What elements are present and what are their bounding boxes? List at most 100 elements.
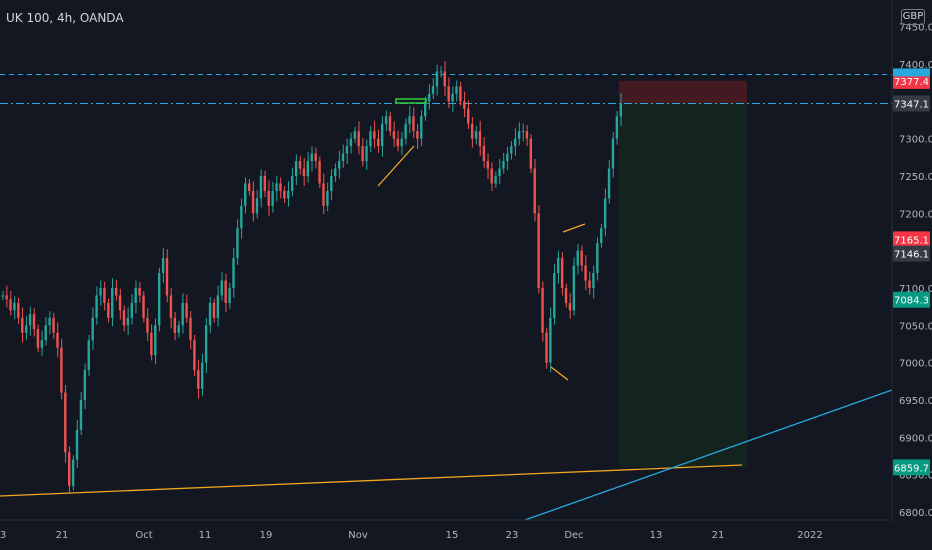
candle-body bbox=[251, 190, 255, 214]
candle-body bbox=[615, 116, 619, 139]
chart-title: UK 100, 4h, OANDA bbox=[6, 11, 124, 25]
candle-body bbox=[197, 370, 200, 389]
orange-segment[interactable] bbox=[550, 366, 569, 381]
price-label-bg bbox=[893, 95, 930, 112]
candle-body bbox=[318, 161, 321, 184]
candle-body bbox=[255, 198, 259, 214]
candle-body bbox=[588, 280, 591, 288]
candle-body bbox=[87, 340, 90, 371]
candle-body bbox=[173, 317, 177, 333]
take-profit-zone[interactable] bbox=[619, 103, 747, 468]
candle-body bbox=[510, 146, 513, 154]
candle-body bbox=[349, 138, 353, 147]
candle-body bbox=[232, 258, 235, 288]
x-tick-label: 13 bbox=[650, 530, 663, 541]
stop-loss-zone[interactable] bbox=[619, 80, 747, 104]
price-series bbox=[1, 61, 622, 494]
candle-body bbox=[384, 116, 388, 124]
y-tick-label: 7450.0 bbox=[899, 23, 932, 34]
y-tick-label: 7200.0 bbox=[899, 209, 932, 220]
candle-body bbox=[154, 325, 157, 356]
line-marker bbox=[893, 68, 930, 77]
candle-body bbox=[517, 131, 521, 139]
rising-trendline[interactable] bbox=[524, 389, 893, 521]
candle-body bbox=[142, 295, 145, 318]
candle-body bbox=[392, 131, 396, 139]
orange-segment[interactable] bbox=[562, 223, 586, 233]
price-axis-bg bbox=[892, 0, 932, 550]
candle-body bbox=[439, 71, 443, 73]
candle-body bbox=[287, 190, 290, 199]
candle-body bbox=[111, 288, 114, 318]
candle-body bbox=[60, 347, 63, 393]
price-label-bg bbox=[893, 72, 930, 89]
candle-body bbox=[572, 265, 576, 311]
candle-body bbox=[13, 302, 16, 311]
currency-badge[interactable]: GBP bbox=[901, 9, 925, 25]
price-label-bg bbox=[893, 291, 930, 308]
candle-body bbox=[541, 288, 544, 333]
position-tool[interactable] bbox=[619, 80, 747, 468]
candle-body bbox=[549, 317, 552, 363]
candle-body bbox=[486, 161, 489, 169]
time-axis[interactable]: 3 21 Oct 11 19 Nov 15 23 Dec 13 21 2022 bbox=[0, 519, 892, 541]
candle-body bbox=[216, 295, 220, 318]
candle-body bbox=[326, 190, 329, 206]
candle-body bbox=[314, 153, 317, 162]
x-tick-label: Dec bbox=[564, 530, 583, 541]
candle-body bbox=[388, 116, 392, 132]
candle-body bbox=[290, 176, 294, 191]
candle-body bbox=[619, 103, 622, 117]
x-tick-label: Oct bbox=[135, 530, 152, 541]
candle-body bbox=[68, 452, 71, 486]
candle-body bbox=[244, 183, 247, 206]
candle-body bbox=[130, 302, 134, 318]
y-tick-label: 6850.0 bbox=[899, 471, 932, 482]
candle-body bbox=[600, 228, 603, 244]
candle-body bbox=[259, 176, 263, 199]
candle-body bbox=[224, 280, 227, 303]
candle-body bbox=[416, 131, 419, 139]
candle-body bbox=[107, 302, 110, 318]
candle-body bbox=[56, 332, 59, 348]
candle-body bbox=[334, 168, 337, 176]
price-label: 7377.4 bbox=[894, 77, 929, 88]
candle-body bbox=[267, 190, 270, 206]
candle-body bbox=[545, 332, 548, 363]
candle-body bbox=[506, 153, 509, 162]
candle-body bbox=[52, 317, 55, 333]
candle-body bbox=[24, 325, 28, 333]
price-label-bg bbox=[893, 459, 930, 476]
y-tick-label: 6900.0 bbox=[899, 433, 932, 444]
candle-body bbox=[306, 161, 310, 176]
candle-body bbox=[525, 131, 529, 139]
price-label: 7347.1 bbox=[894, 99, 929, 110]
candle-body bbox=[236, 228, 239, 259]
candle-body bbox=[99, 288, 102, 296]
candle-body bbox=[298, 161, 302, 169]
support-trendline[interactable] bbox=[0, 464, 743, 497]
candle-body bbox=[208, 302, 212, 326]
x-tick-label: 21 bbox=[56, 530, 69, 541]
x-tick-label: 2022 bbox=[797, 530, 822, 541]
candle-body bbox=[603, 198, 607, 229]
candle-body bbox=[502, 161, 505, 169]
price-label-bg bbox=[893, 231, 930, 248]
candle-body bbox=[420, 116, 423, 139]
candle-body bbox=[169, 295, 173, 318]
y-tick-label: 7400.0 bbox=[899, 60, 932, 71]
candle-body bbox=[48, 317, 51, 326]
candle-body bbox=[279, 183, 282, 191]
price-axis[interactable]: 7450.0 7400.0 7300.0 7250.0 7200.0 7100.0 7050… bbox=[891, 0, 932, 550]
candle-body bbox=[95, 295, 98, 318]
horizontal-lines[interactable] bbox=[0, 73, 892, 104]
orange-segment[interactable] bbox=[377, 145, 415, 187]
y-tick-label: 6950.0 bbox=[899, 396, 932, 407]
y-tick-label: 6800.0 bbox=[899, 508, 932, 519]
drawings[interactable] bbox=[0, 98, 893, 521]
green-marker[interactable] bbox=[395, 98, 427, 104]
candle-body bbox=[157, 273, 161, 326]
candle-body bbox=[118, 295, 122, 311]
candle-body bbox=[263, 176, 267, 191]
